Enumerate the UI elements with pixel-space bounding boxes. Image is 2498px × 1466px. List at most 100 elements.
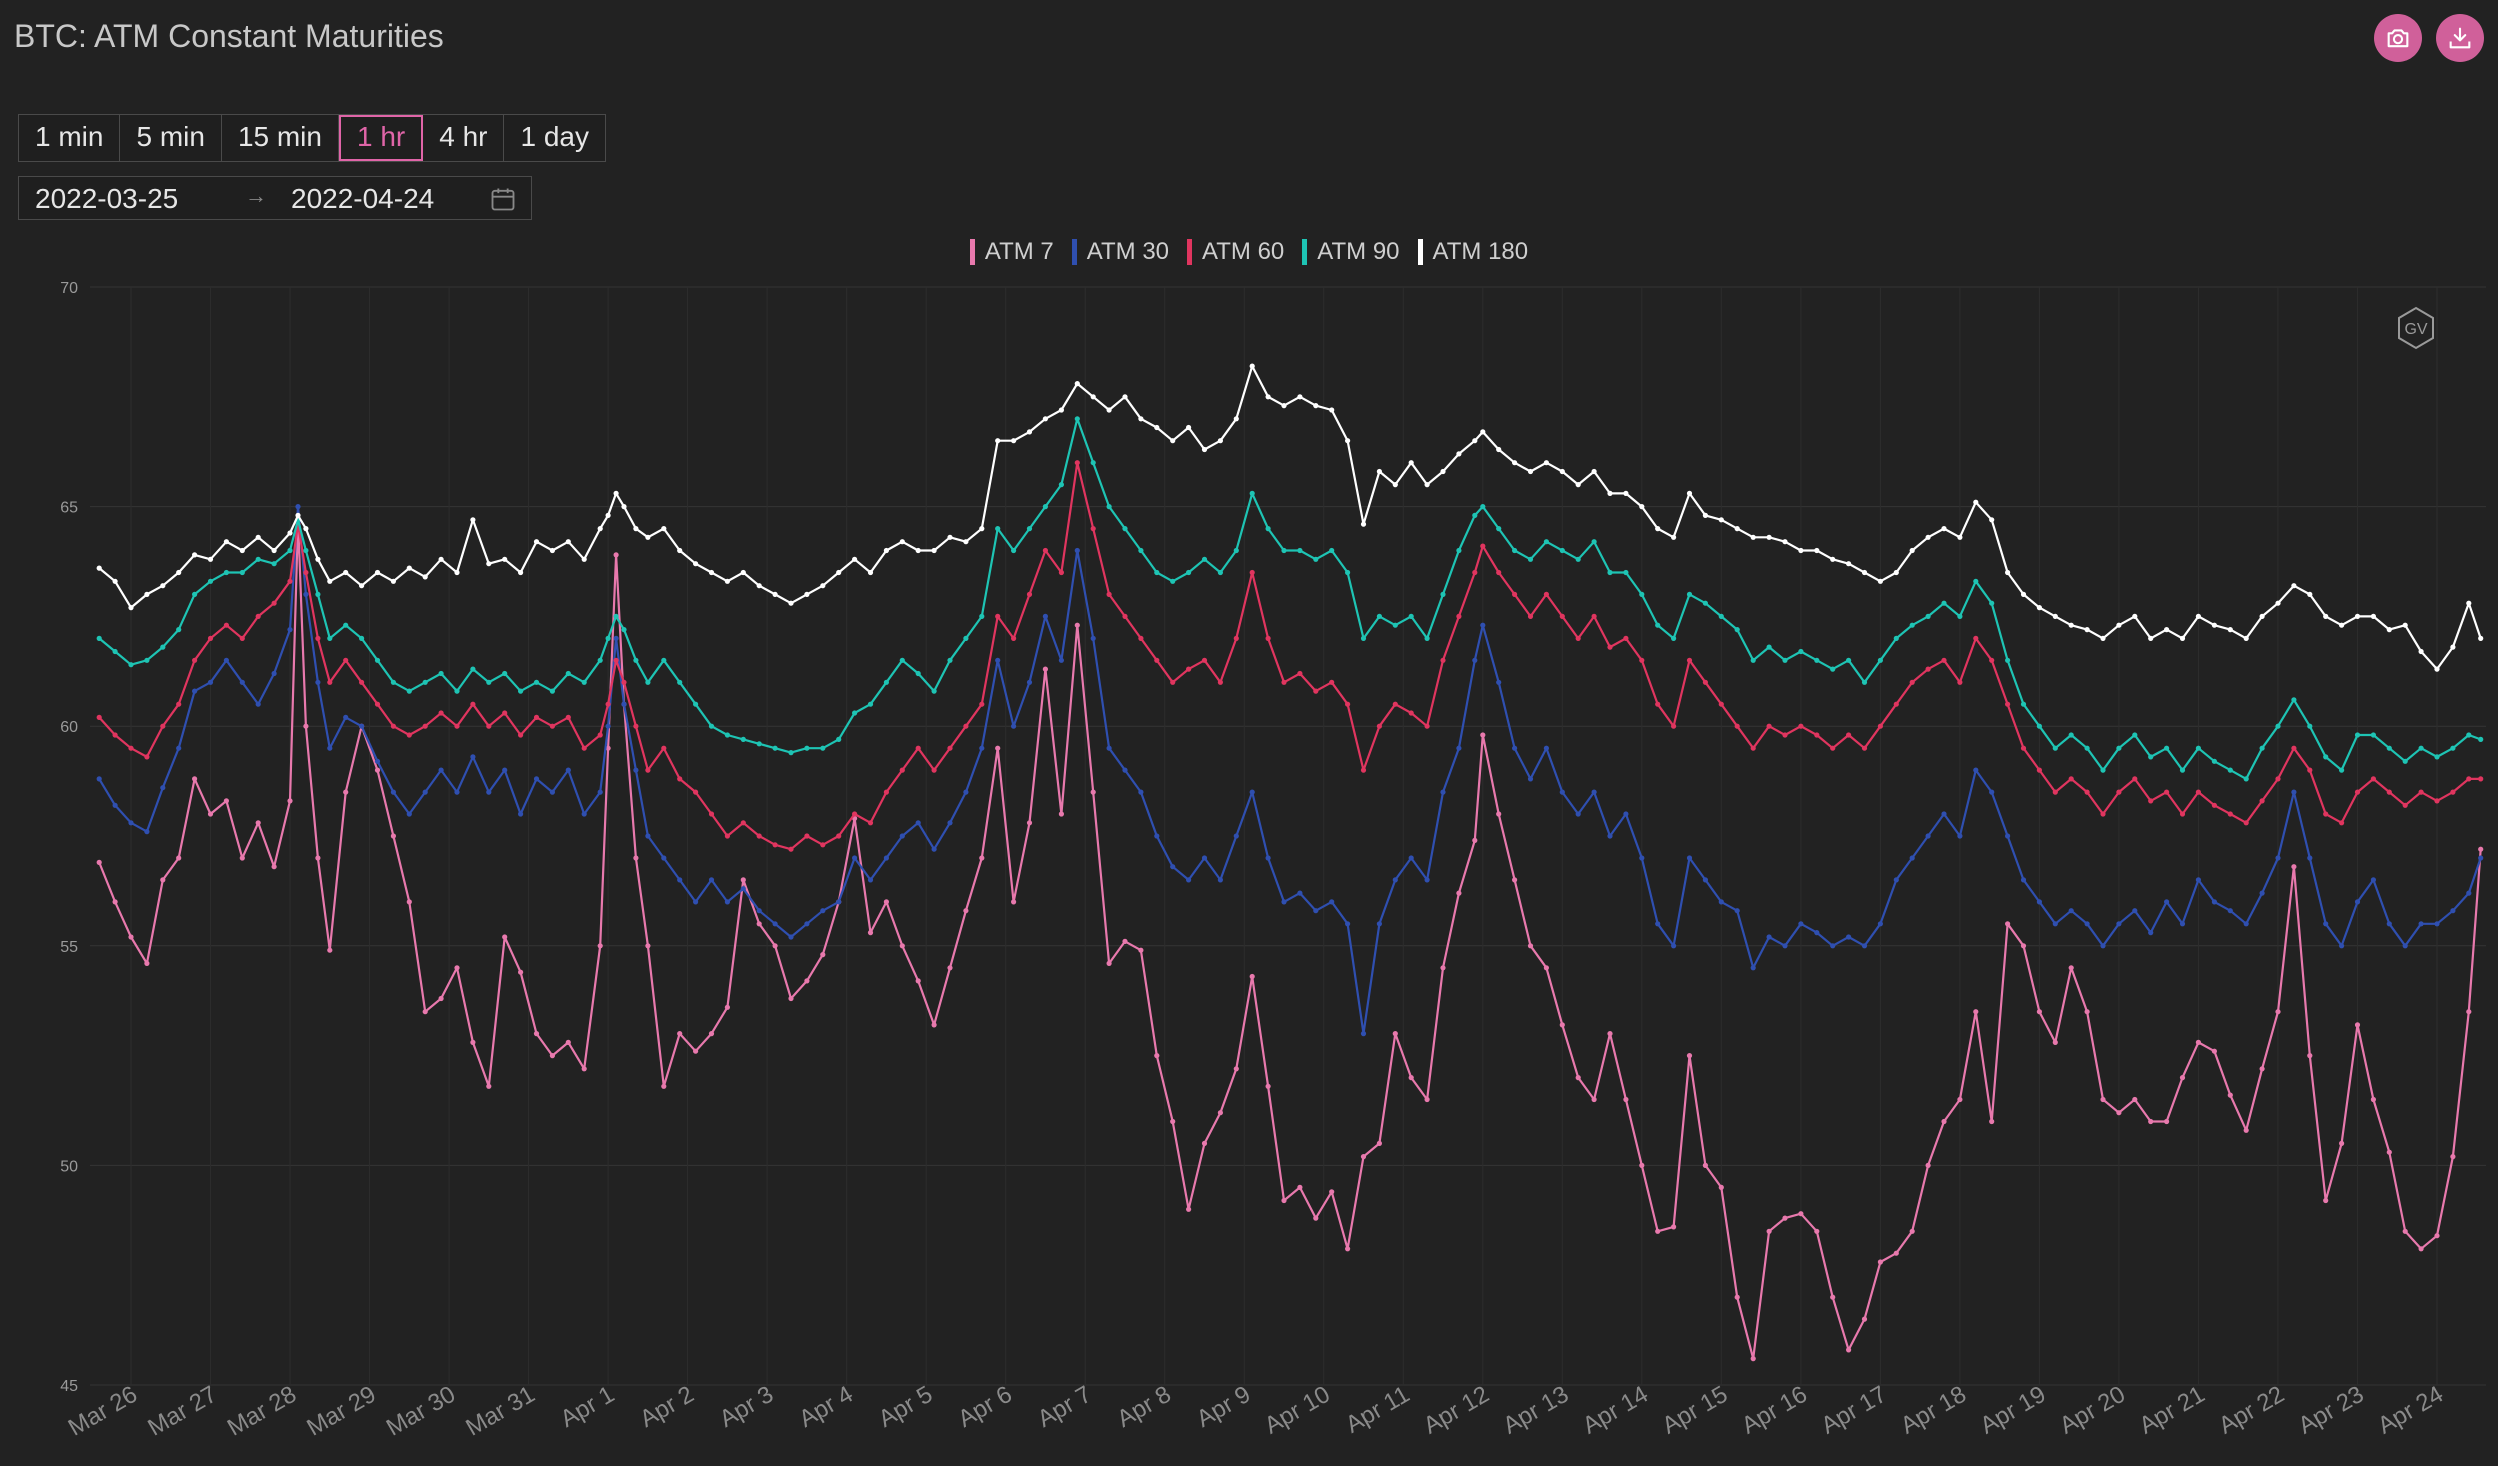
interval-1day[interactable]: 1 day — [504, 115, 605, 161]
data-point — [2402, 622, 2408, 628]
data-point — [1122, 613, 1128, 620]
data-point — [661, 526, 667, 532]
data-point — [2211, 758, 2217, 764]
data-point — [2132, 732, 2138, 738]
data-point — [2434, 754, 2440, 760]
legend-atm-30[interactable]: ATM 30 — [1071, 238, 1169, 266]
data-point — [947, 657, 953, 663]
data-point — [2323, 613, 2329, 620]
data-point — [2291, 789, 2297, 795]
data-point — [1575, 1075, 1581, 1081]
data-point — [1671, 635, 1677, 642]
data-point — [2148, 754, 2154, 760]
data-point — [2100, 1096, 2106, 1103]
data-point — [2148, 1118, 2154, 1125]
data-point — [327, 745, 333, 751]
data-point — [1575, 556, 1581, 562]
x-tick-label: Apr 19 — [1976, 1381, 2051, 1440]
data-point — [303, 547, 309, 554]
data-point — [1090, 394, 1096, 400]
data-point — [633, 767, 639, 773]
data-point — [2259, 890, 2265, 896]
calendar-icon[interactable] — [489, 185, 517, 213]
data-point — [160, 723, 166, 729]
legend-atm-180[interactable]: ATM 180 — [1417, 238, 1528, 266]
data-point — [2100, 943, 2106, 949]
data-point — [1440, 789, 1446, 795]
data-point — [1496, 446, 1502, 453]
legend-atm-90[interactable]: ATM 90 — [1302, 238, 1400, 266]
data-point — [1766, 644, 1772, 650]
data-point — [1281, 547, 1287, 554]
data-point — [597, 732, 603, 738]
interval-5min[interactable]: 5 min — [120, 115, 222, 161]
y-axis: 45 50 55 60 65 70 — [60, 280, 78, 1395]
data-point — [1559, 613, 1565, 620]
date-range-picker[interactable]: 2022-03-25 → 2022-04-24 — [18, 176, 532, 220]
screenshot-button[interactable] — [2374, 14, 2422, 62]
data-point — [112, 578, 118, 584]
data-point — [2307, 1053, 2313, 1059]
data-point — [533, 714, 540, 721]
data-point — [1265, 855, 1271, 861]
interval-4hr[interactable]: 4 hr — [423, 115, 505, 161]
x-tick-label: Apr 24 — [2373, 1381, 2448, 1440]
data-point — [287, 530, 293, 536]
data-point — [645, 767, 651, 773]
data-point — [1957, 1096, 1963, 1103]
data-point — [2386, 745, 2392, 751]
data-point — [2275, 723, 2281, 729]
data-point — [2339, 622, 2345, 628]
data-point — [693, 789, 699, 795]
data-point — [2466, 1009, 2472, 1015]
end-date-input[interactable]: 2022-04-24 — [291, 183, 435, 214]
data-point — [1456, 890, 1462, 896]
data-point — [772, 745, 778, 751]
data-point — [1026, 429, 1033, 435]
data-point — [1480, 504, 1486, 510]
data-point — [1281, 1197, 1287, 1204]
data-point — [1830, 1294, 1836, 1300]
data-point — [2466, 600, 2472, 606]
data-point — [1798, 547, 1804, 554]
data-point — [2354, 613, 2361, 620]
interval-15min[interactable]: 15 min — [221, 115, 339, 161]
data-point — [438, 556, 444, 562]
data-point — [287, 627, 293, 633]
data-point — [1702, 512, 1708, 519]
data-point — [470, 517, 476, 523]
data-point — [645, 833, 651, 839]
data-point — [2354, 1022, 2361, 1028]
data-point — [1011, 899, 1017, 905]
data-point — [1090, 789, 1096, 795]
data-point — [1217, 569, 1223, 576]
data-point — [533, 1031, 540, 1037]
x-tick-label: Apr 12 — [1419, 1381, 1494, 1440]
interval-1hr[interactable]: 1 hr — [338, 115, 424, 161]
legend-atm-7[interactable]: ATM 7 — [969, 238, 1054, 266]
legend-atm-60[interactable]: ATM 60 — [1187, 238, 1284, 266]
data-point — [772, 842, 778, 848]
data-point — [2386, 1149, 2392, 1155]
data-point — [422, 789, 428, 795]
data-point — [1313, 1215, 1319, 1221]
data-point — [327, 679, 333, 685]
data-point — [1217, 1110, 1223, 1116]
data-point — [1456, 745, 1462, 751]
x-tick-label: Apr 3 — [715, 1381, 778, 1433]
data-point — [1297, 670, 1303, 677]
start-date-input[interactable]: 2022-03-25 — [35, 183, 179, 214]
interval-1min[interactable]: 1 min — [19, 115, 121, 161]
data-point — [176, 627, 182, 633]
data-point — [1090, 635, 1096, 642]
data-point — [1392, 701, 1398, 707]
data-point — [1233, 547, 1239, 554]
data-point — [2243, 776, 2249, 782]
data-point — [1925, 1162, 1931, 1168]
download-button[interactable] — [2436, 14, 2484, 62]
data-point — [295, 504, 301, 510]
data-point — [1011, 635, 1017, 642]
data-point — [1957, 679, 1963, 685]
data-point — [708, 1031, 715, 1037]
data-point — [1830, 556, 1836, 562]
